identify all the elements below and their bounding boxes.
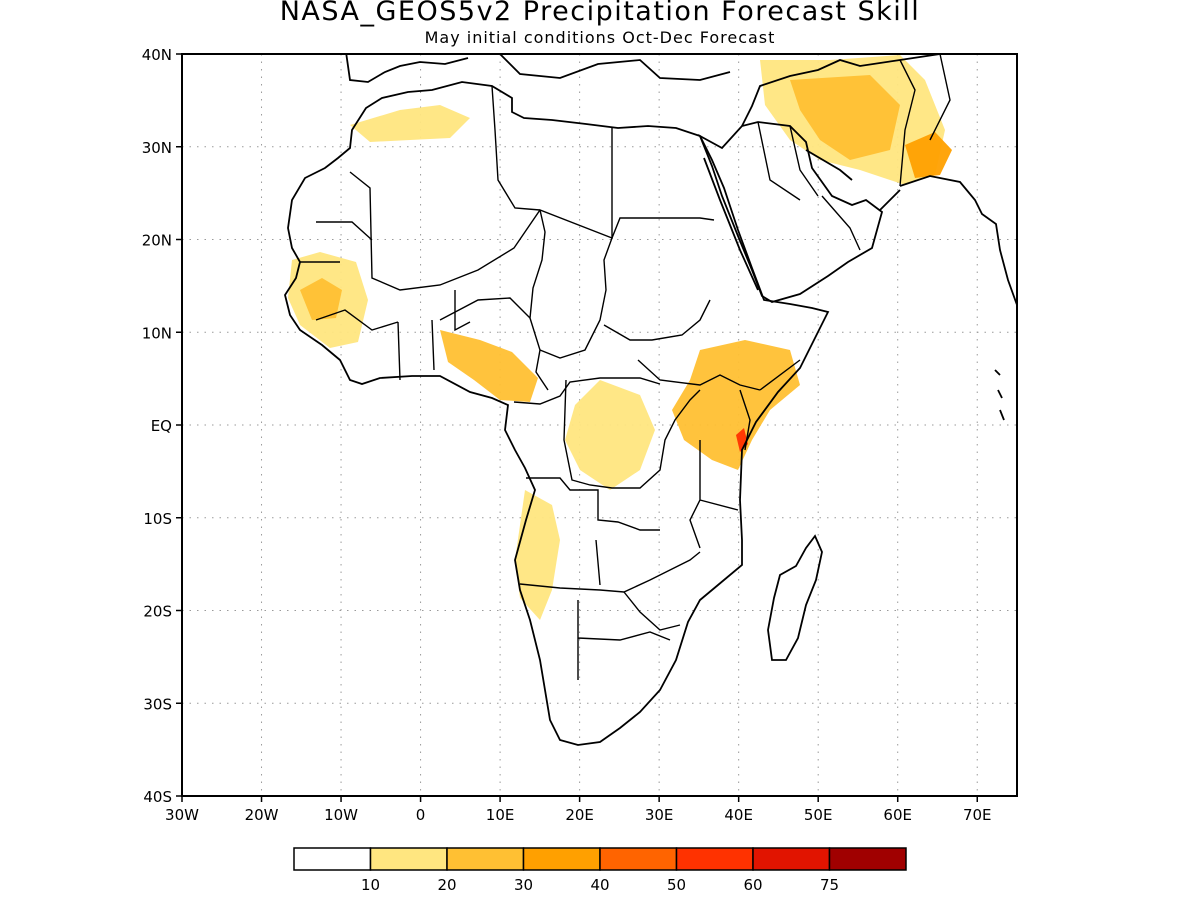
lon-label: 10E xyxy=(486,806,515,824)
colorbar-swatch xyxy=(369,847,448,871)
lat-label: 40N xyxy=(142,46,172,64)
lon-label: 50E xyxy=(804,806,833,824)
map-subtitle: May initial conditions Oct-Dec Forecast xyxy=(424,28,776,47)
colorbar-label: 10 xyxy=(361,876,380,894)
skill-region-nigeria-cameroon xyxy=(440,330,538,402)
lat-label: EQ xyxy=(151,417,172,435)
colorbar-swatch xyxy=(599,847,678,871)
lat-label: 20S xyxy=(143,603,172,621)
lon-label: 20W xyxy=(245,806,279,824)
lon-label: 30W xyxy=(165,806,199,824)
skill-region-guinea-highlands xyxy=(300,278,342,320)
lon-label: 10W xyxy=(324,806,358,824)
lat-label: 10S xyxy=(143,510,172,528)
latitude-labels: 40N 30N 20N 10N EQ 10S 20S 30S 40S xyxy=(142,46,182,806)
lon-label: 0 xyxy=(416,806,426,824)
skill-region-angola xyxy=(515,490,560,620)
lon-label: 30E xyxy=(645,806,674,824)
skill-region-east-africa-kenya xyxy=(672,340,800,470)
colorbar: 10 20 30 40 50 60 75 xyxy=(293,847,907,894)
skill-region-lake-victoria xyxy=(565,380,655,490)
longitude-labels: 30W 20W 10W 0 10E 20E 30E 40E 50E 60E 70E xyxy=(165,796,992,824)
colorbar-label: 75 xyxy=(820,876,839,894)
colorbar-label: 30 xyxy=(514,876,533,894)
colorbar-swatch xyxy=(293,847,372,871)
country-borders xyxy=(300,54,951,680)
lat-label: 20N xyxy=(142,232,172,250)
skill-region-pakistan xyxy=(905,132,952,178)
lon-label: 60E xyxy=(883,806,912,824)
lon-label: 70E xyxy=(963,806,992,824)
colorbar-swatch xyxy=(752,847,831,871)
colorbar-swatch xyxy=(522,847,601,871)
lat-label: 40S xyxy=(143,788,172,806)
colorbar-label: 20 xyxy=(437,876,456,894)
colorbar-label: 60 xyxy=(743,876,762,894)
colorbar-label: 40 xyxy=(590,876,609,894)
skill-region-iran-core xyxy=(790,75,900,160)
map-title: NASA_GEOS5v2 Precipitation Forecast Skil… xyxy=(279,0,921,27)
coastlines xyxy=(284,54,1017,746)
colorbar-swatch xyxy=(446,847,525,871)
colorbar-label: 50 xyxy=(667,876,686,894)
lat-label: 30N xyxy=(142,139,172,157)
lon-label: 40E xyxy=(724,806,753,824)
lat-label: 30S xyxy=(143,695,172,713)
skill-region-north-africa-coast xyxy=(350,105,470,142)
colorbar-swatch xyxy=(828,847,907,871)
skill-shading xyxy=(288,55,952,620)
colorbar-swatch xyxy=(675,847,754,871)
lon-label: 20E xyxy=(565,806,594,824)
lat-label: 10N xyxy=(142,324,172,342)
